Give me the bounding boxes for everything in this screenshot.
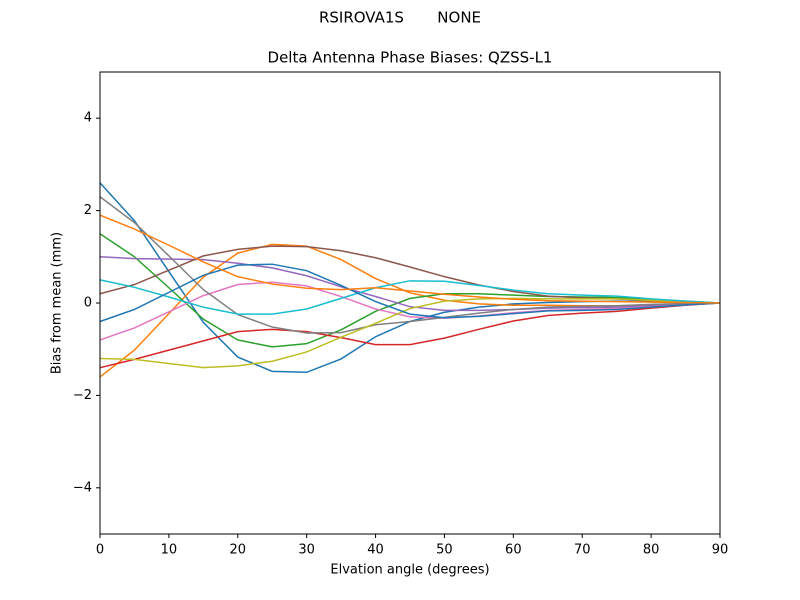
y-tick-label: 0 [84,296,92,311]
y-axis-label: Bias from mean (mm) [50,232,65,374]
series-line [99,302,721,369]
y-tick-label: −2 [73,388,92,403]
x-axis-label: Elvation angle (degrees) [330,563,489,578]
series-line [99,196,721,334]
series-line [99,233,721,348]
x-tick-label: 20 [230,543,247,558]
y-tick-label: −4 [73,480,92,495]
x-tick-label: 90 [712,543,729,558]
x-tick-label: 80 [643,543,660,558]
x-tick-label: 70 [574,543,591,558]
series-line [99,256,721,312]
series-line [99,214,721,304]
plot-area [99,182,721,378]
x-tick-label: 10 [161,543,178,558]
series-line [99,263,721,323]
y-tick-label: 2 [84,203,92,218]
series-line [99,281,721,341]
x-tick-label: 0 [96,543,104,558]
suptitle: RSIROVA1S NONE [319,9,481,27]
series-line [99,297,721,369]
x-tick-label: 30 [298,543,315,558]
chart-title: Delta Antenna Phase Biases: QZSS-L1 [268,49,553,67]
x-tick-label: 40 [367,543,384,558]
series-line [99,279,721,315]
x-tick-label: 50 [436,543,453,558]
y-tick-label: 4 [84,111,92,126]
x-tick-label: 60 [505,543,522,558]
